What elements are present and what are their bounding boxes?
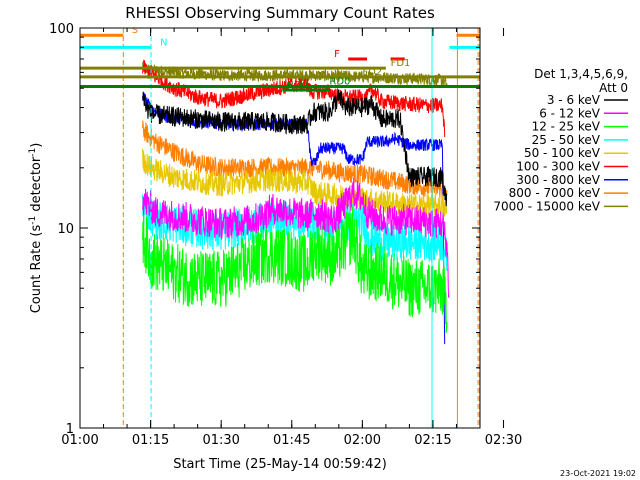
legend-entry-label: 50 - 100 keV <box>524 146 601 160</box>
plot-area: S N F FD1 FD2 RD0 RD0 01:00 01:15 01:30 01:45 02:00… <box>49 22 522 448</box>
series-line-50-100-kev <box>142 148 448 218</box>
y-tick-label: 10 <box>57 222 74 237</box>
legend-entry-label: 25 - 50 keV <box>532 133 601 147</box>
y-axis-label-mid: detector <box>29 156 44 216</box>
flag-label-f-2: F <box>334 49 340 60</box>
y-tick-label: 1 <box>66 422 74 437</box>
legend-entry-label: 3 - 6 keV <box>547 93 601 107</box>
legend-header-attenuator: Att 0 <box>599 81 628 95</box>
y-axis-label-sup1: -1 <box>28 216 38 225</box>
y-axis-label-main: Count Rate (s <box>29 225 44 314</box>
x-tick-label: 02:00 <box>344 433 381 448</box>
flag-label-rd0-5: RD0 <box>329 76 350 87</box>
x-tick-label: 01:15 <box>132 433 169 448</box>
legend-entry-label: 800 - 7000 keV <box>509 186 601 200</box>
legend-entry-label: 6 - 12 keV <box>539 106 601 120</box>
legend-entry-label: 12 - 25 keV <box>532 120 601 134</box>
chart-title: RHESSI Observing Summary Count Rates <box>125 4 435 22</box>
x-axis-label: Start Time (25-May-14 00:59:42) <box>173 457 387 472</box>
flag-label-fd2-4: FD2 <box>362 67 382 78</box>
x-tick-label: 01:45 <box>273 433 310 448</box>
y-axis-label-end: ) <box>29 143 44 148</box>
legend-entry-label: 7000 - 15000 keV <box>493 199 600 213</box>
x-tick-label: 01:00 <box>61 433 98 448</box>
flag-label-n-1: N <box>160 37 167 48</box>
series-line-3-6-kev <box>142 89 448 207</box>
x-tick-label: 01:30 <box>202 433 239 448</box>
footer-timestamp: 23-Oct-2021 19:02 <box>560 469 636 478</box>
series-line-12-25-kev <box>142 206 448 334</box>
y-axis-label-sup2: -1 <box>28 148 38 157</box>
plot-inner: S N F FD1 FD2 RD0 RD0 <box>80 25 480 428</box>
x-tick-label: 02:30 <box>485 433 522 448</box>
series-line-6-12-kev <box>142 177 450 298</box>
y-axis-label: Count Rate (s-1 detector-1) <box>28 143 44 314</box>
legend-entry-label: 300 - 800 keV <box>516 173 600 187</box>
flag-label-rd0-6: RD0 <box>287 80 308 91</box>
flag-label-s-0: S <box>132 25 138 36</box>
legend-entry-label: 100 - 300 keV <box>516 160 600 174</box>
y-tick-label: 100 <box>49 22 74 37</box>
legend-header-detectors: Det 1,3,4,5,6,9, <box>534 67 628 81</box>
flag-label-fd1-3: FD1 <box>391 58 411 69</box>
x-tick-label: 02:15 <box>414 433 451 448</box>
series-line-25-50-kev <box>142 194 448 272</box>
